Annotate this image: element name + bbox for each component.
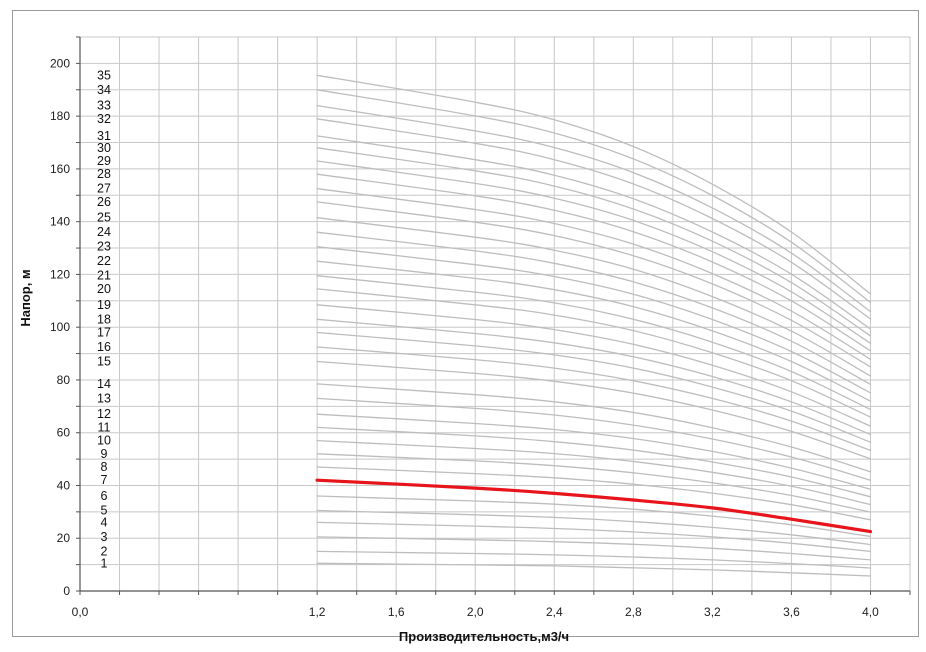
curve-stage-29 xyxy=(316,160,872,344)
x-tick-label: 3,2 xyxy=(704,605,721,619)
y-tick-label: 60 xyxy=(57,426,71,440)
y-tick-label: 100 xyxy=(50,320,70,334)
curve-stage-6 xyxy=(316,495,872,538)
curve-stage-23 xyxy=(316,246,872,394)
stage-label-2: 2 xyxy=(101,544,108,558)
stage-label-22: 22 xyxy=(97,254,111,268)
curve-stage-18 xyxy=(316,318,872,436)
stage-label-8: 8 xyxy=(101,460,108,474)
stage-label-3: 3 xyxy=(101,530,108,544)
x-tick-label: 2,4 xyxy=(546,605,563,619)
stage-label-20: 20 xyxy=(97,282,111,296)
stage-label-7: 7 xyxy=(101,473,108,487)
stage-label-13: 13 xyxy=(97,391,111,405)
curve-stage-33 xyxy=(316,104,872,313)
curve-stage-5 xyxy=(316,509,872,546)
stage-label-31: 31 xyxy=(97,129,111,143)
stage-label-5: 5 xyxy=(101,504,108,518)
stage-label-15: 15 xyxy=(97,354,111,368)
curve-stage-11 xyxy=(316,426,872,498)
curve-stage-7 xyxy=(315,478,873,534)
y-tick-label: 0 xyxy=(63,584,70,598)
curve-stage-12 xyxy=(316,413,872,490)
curve-stage-31 xyxy=(316,135,872,330)
curve-stage-20 xyxy=(316,288,872,418)
x-tick-label: 2,8 xyxy=(625,605,642,619)
y-tick-label: 160 xyxy=(50,162,70,176)
stage-label-24: 24 xyxy=(97,225,111,239)
stage-label-32: 32 xyxy=(97,112,111,126)
stage-label-11: 11 xyxy=(98,420,111,434)
stage-label-16: 16 xyxy=(97,340,111,354)
stage-label-14: 14 xyxy=(97,377,111,391)
curve-stage-3 xyxy=(316,536,872,561)
stage-label-17: 17 xyxy=(97,325,111,339)
y-tick-label: 20 xyxy=(57,531,71,545)
curve-stage-34 xyxy=(316,89,872,304)
y-tick-label: 140 xyxy=(50,215,70,229)
chart-frame xyxy=(12,10,919,637)
curve-stage-32 xyxy=(316,118,872,320)
curve-stage-1 xyxy=(316,562,872,577)
stage-label-1: 1 xyxy=(101,556,108,570)
curve-stage-4 xyxy=(316,521,872,553)
x-axis-title: Производительность,м3/ч xyxy=(399,629,569,644)
x-tick-label: 2,0 xyxy=(467,605,484,619)
curve-stage-25 xyxy=(316,217,872,377)
stage-label-4: 4 xyxy=(101,515,108,529)
curve-stage-21 xyxy=(316,275,872,411)
curves xyxy=(315,74,873,577)
x-tick-label: 1,2 xyxy=(309,605,326,619)
curve-stage-27 xyxy=(316,188,872,361)
curve-stage-14 xyxy=(316,383,872,473)
stage-label-30: 30 xyxy=(97,141,111,155)
curve-stage-19 xyxy=(316,304,872,427)
stage-label-21: 21 xyxy=(97,269,111,283)
curve-stage-13 xyxy=(316,397,872,481)
stage-label-34: 34 xyxy=(97,83,111,97)
stage-label-18: 18 xyxy=(97,312,111,326)
curve-stage-2 xyxy=(316,550,872,569)
curve-stage-17 xyxy=(316,331,872,443)
stage-label-19: 19 xyxy=(97,298,111,312)
curve-stage-16 xyxy=(316,346,872,452)
curve-stage-10 xyxy=(316,439,872,506)
curve-stage-28 xyxy=(316,173,872,352)
curve-stage-26 xyxy=(316,201,872,368)
axes xyxy=(76,36,911,595)
curve-stage-35 xyxy=(316,74,872,295)
curve-stage-30 xyxy=(316,147,872,337)
x-tick-label: 4,0 xyxy=(862,605,879,619)
stage-label-10: 10 xyxy=(97,434,111,448)
stage-label-25: 25 xyxy=(97,211,111,225)
stage-label-29: 29 xyxy=(97,154,111,168)
stage-label-33: 33 xyxy=(97,99,111,113)
y-axis-title: Напор, м xyxy=(18,269,33,326)
y-tick-label: 80 xyxy=(57,373,71,387)
curve-stage-8 xyxy=(316,466,872,521)
stage-label-27: 27 xyxy=(97,182,111,196)
x-tick-label: 0,0 xyxy=(72,605,89,619)
y-tick-label: 120 xyxy=(50,267,70,281)
y-tick-label: 200 xyxy=(50,56,70,70)
curve-stage-24 xyxy=(316,231,872,386)
stage-label-6: 6 xyxy=(101,489,108,503)
curve-stage-15 xyxy=(316,360,872,460)
stage-labels: 1234567891011121314151617181920212223242… xyxy=(97,68,111,570)
y-tick-label: 180 xyxy=(50,109,70,123)
curve-stage-22 xyxy=(316,260,872,402)
stage-label-28: 28 xyxy=(97,167,111,181)
stage-label-35: 35 xyxy=(97,68,111,82)
curve-stage-9 xyxy=(316,453,872,513)
x-tick-label: 1,6 xyxy=(388,605,405,619)
y-tick-label: 40 xyxy=(57,478,71,492)
stage-label-12: 12 xyxy=(97,407,111,421)
stage-label-9: 9 xyxy=(101,447,108,461)
stage-label-23: 23 xyxy=(97,240,111,254)
x-tick-label: 3,6 xyxy=(783,605,800,619)
stage-label-26: 26 xyxy=(97,195,111,209)
